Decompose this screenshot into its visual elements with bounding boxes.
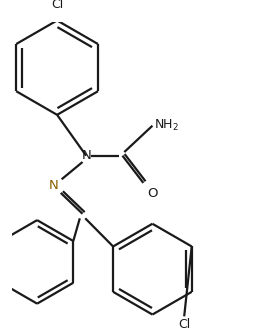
Text: N: N [81,149,91,162]
Text: Cl: Cl [51,0,63,11]
Text: O: O [147,187,157,200]
Text: N: N [48,179,58,192]
Text: NH$_2$: NH$_2$ [154,118,179,133]
Text: Cl: Cl [178,318,190,331]
